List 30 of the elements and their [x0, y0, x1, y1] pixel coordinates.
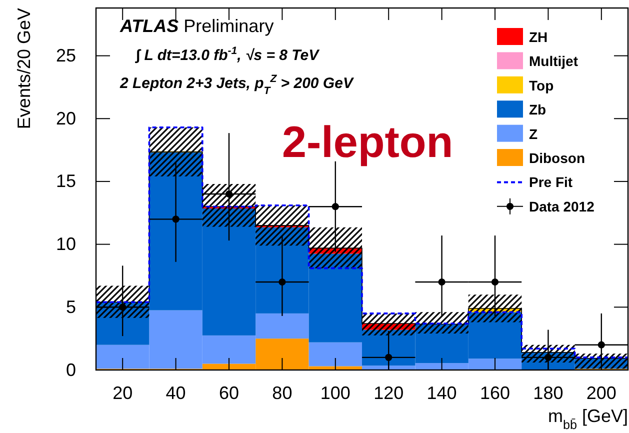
legend-label: Data 2012 [529, 198, 595, 214]
annotation: 2-lepton [282, 118, 454, 167]
x-tick-label: 160 [480, 382, 510, 403]
y-axis-title: Events/20 GeV [14, 8, 34, 130]
legend-label: Pre Fit [529, 174, 573, 190]
x-tick-label: 200 [586, 382, 616, 403]
y-tick-label: 5 [66, 296, 76, 317]
y-tick-label: 20 [56, 108, 76, 128]
legend-label: Zb [529, 102, 546, 118]
x-tick-label: 140 [426, 382, 457, 403]
y-tick-label: 0 [66, 360, 76, 380]
legend-label: Z [529, 126, 538, 142]
x-tick-label: 40 [166, 382, 186, 403]
annotation: 2 Lepton 2+3 Jets, p$_{T}$$^{Z}$ > 200 GeV [119, 73, 355, 97]
x-tick-label: 80 [272, 382, 292, 403]
annotation: ∫ L dt=13.0 fb$^{-1}$, √s = 8 TeV [135, 45, 321, 64]
annotation: ATLAS Preliminary [119, 16, 274, 36]
x-tick-label: 120 [374, 382, 404, 403]
legend-label: Diboson [529, 150, 585, 166]
legend-label: Top [529, 77, 554, 94]
x-axis-title: m$_{bb̄}$ [GeV] [548, 406, 628, 432]
x-tick-label: 100 [320, 382, 350, 403]
x-tick-label: 180 [533, 382, 564, 403]
y-tick-label: 10 [56, 234, 76, 254]
legend-label: Multijet [529, 53, 578, 70]
y-tick-label: 15 [56, 171, 76, 192]
x-tick-label: 60 [218, 382, 240, 403]
legend-label: ZH [529, 29, 548, 45]
y-tick-label: 25 [56, 46, 76, 66]
x-tick-label: 20 [112, 382, 133, 403]
